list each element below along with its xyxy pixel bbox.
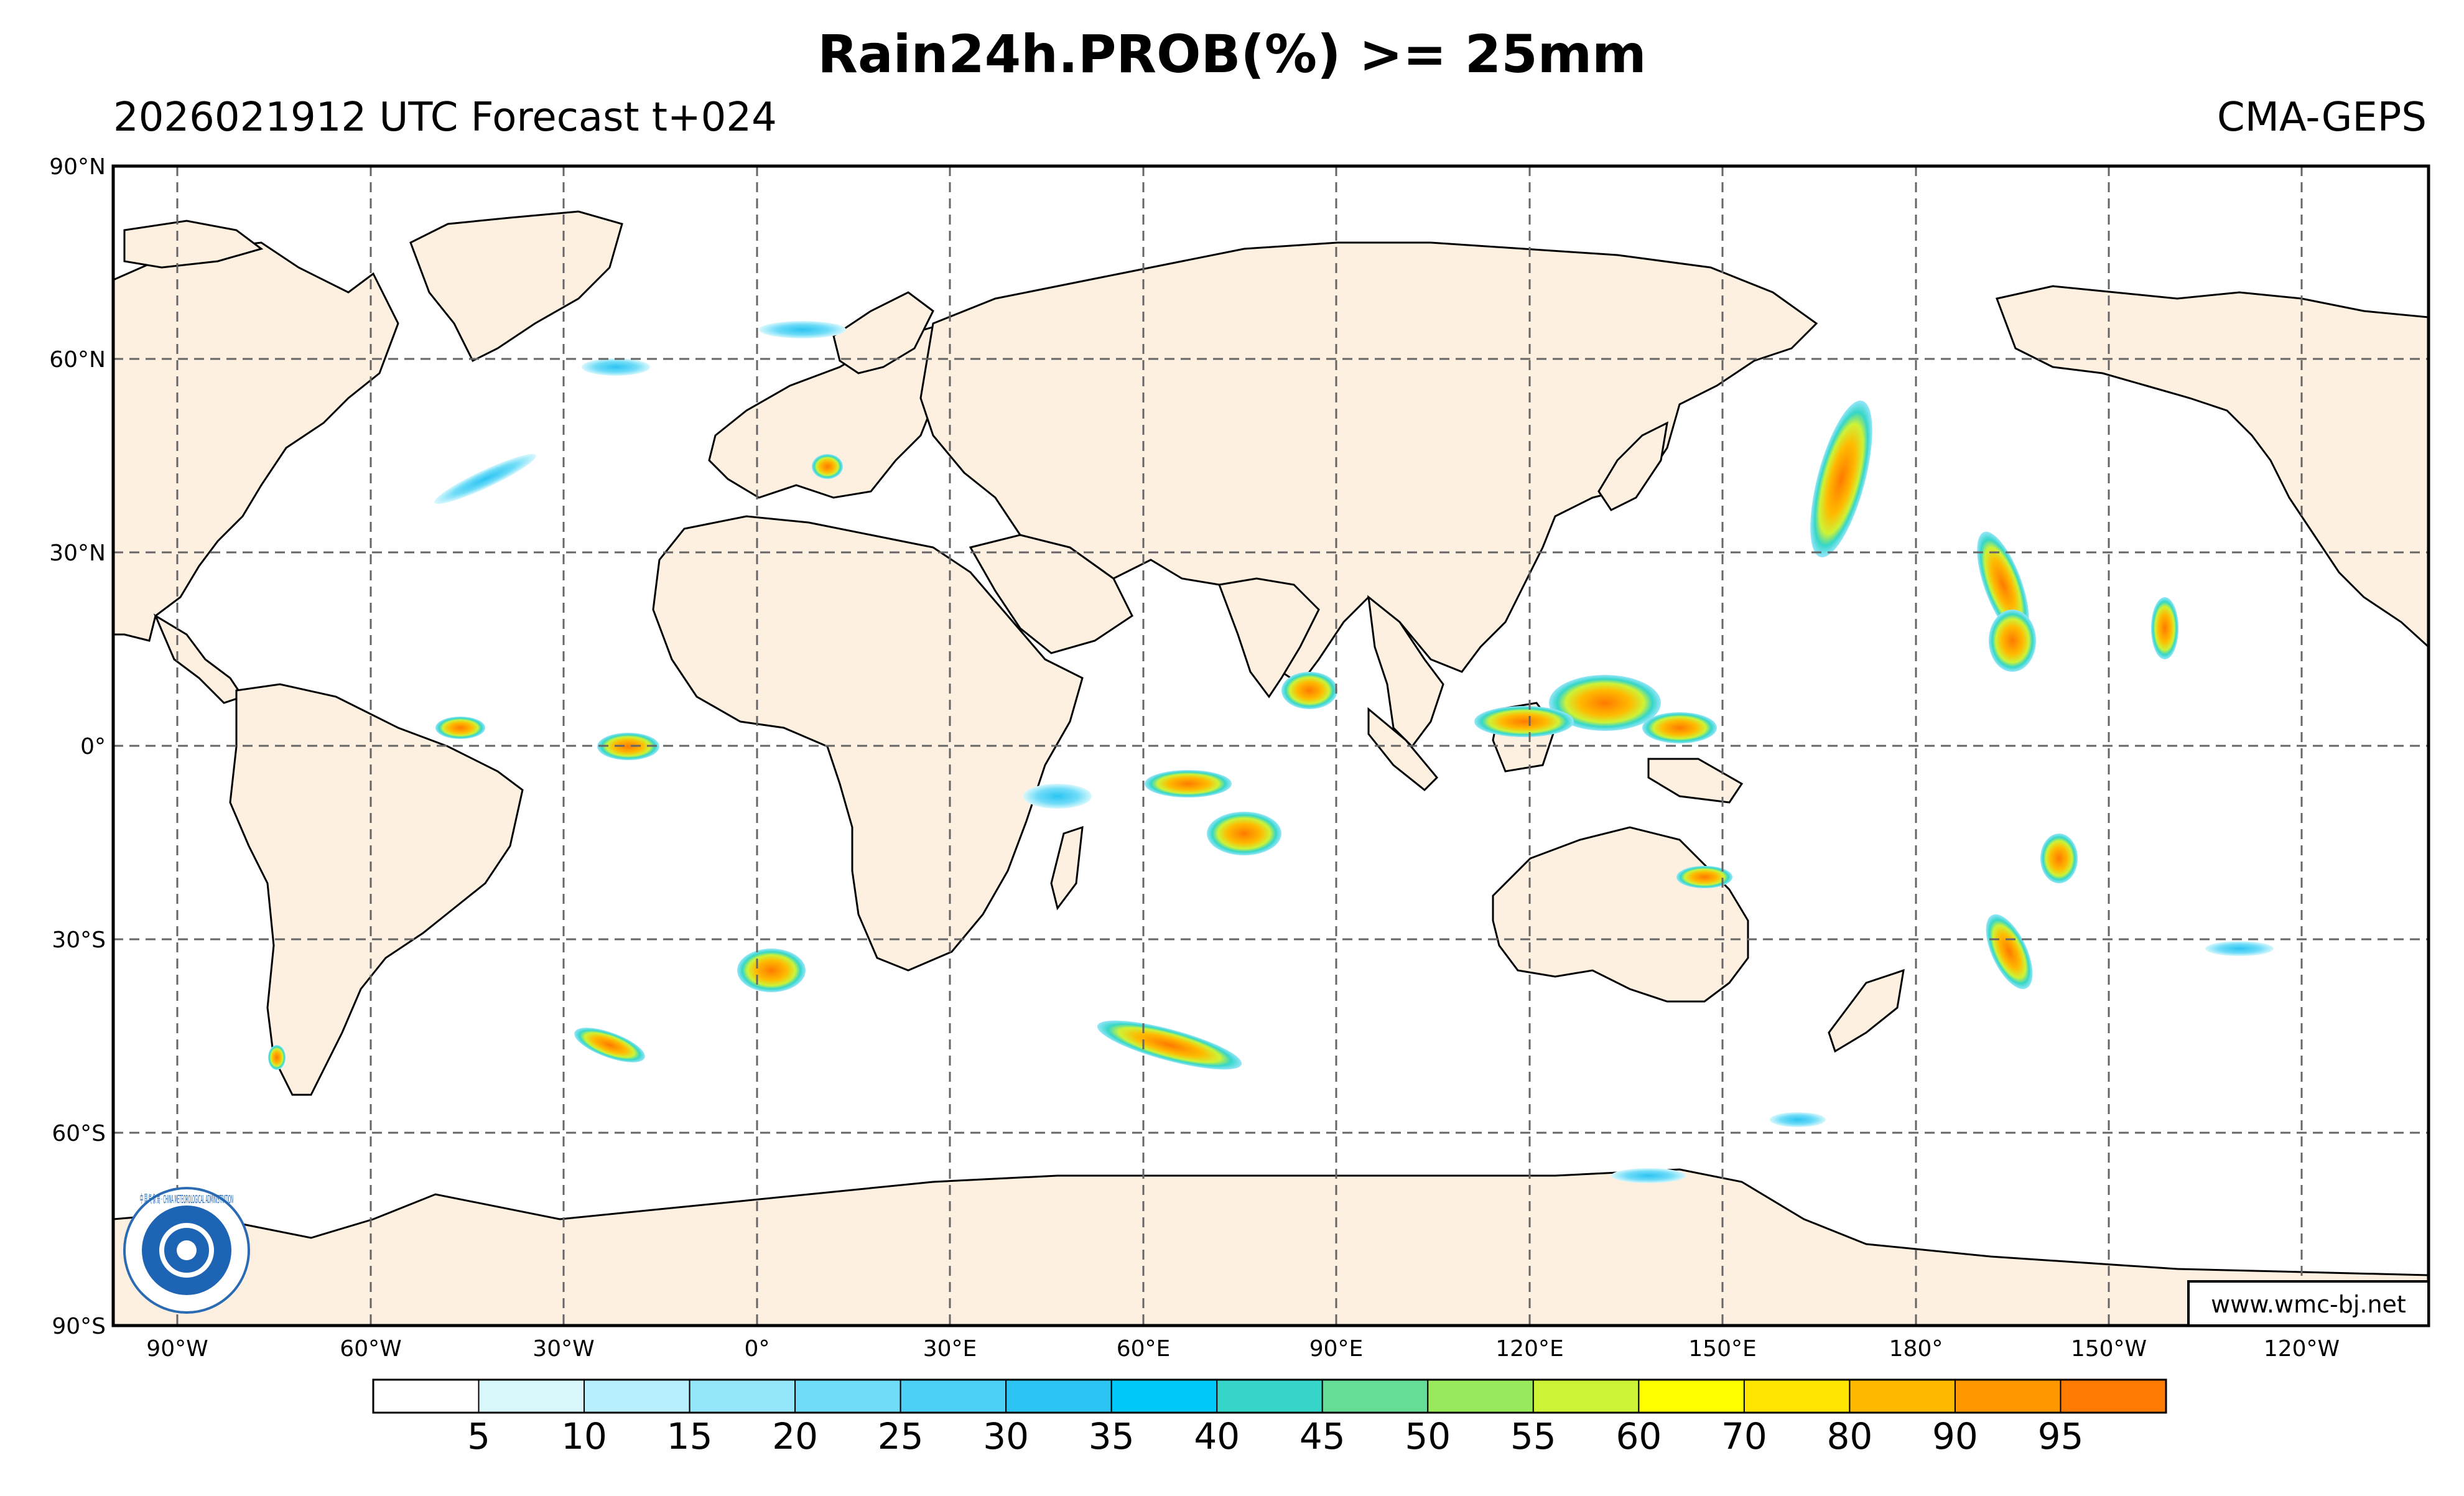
colorbar-frame — [372, 1378, 2167, 1414]
colorbar-cell — [1849, 1379, 1956, 1413]
colorbar-cell — [1638, 1379, 1745, 1413]
lat-label: 60°S — [52, 1121, 106, 1146]
colorbar-label: 20 — [772, 1415, 818, 1457]
lon-label: 120°E — [1495, 1336, 1563, 1362]
latitude-labels: 90°N 60°N 30°N 0° 30°S 60°S 90°S — [49, 154, 106, 1339]
lon-label: 180° — [1889, 1336, 1943, 1362]
map-frame — [111, 164, 2430, 1327]
forecast-time-label: 2026021912 UTC Forecast t+024 — [113, 95, 777, 141]
asia — [919, 241, 1818, 686]
arctic-islands — [123, 220, 264, 269]
colorbar-label: 10 — [561, 1415, 607, 1457]
lon-label: 150°E — [1688, 1336, 1756, 1362]
colorbar-cell — [794, 1379, 901, 1413]
colorbar: 5 10 15 20 25 30 35 40 45 50 55 60 70 80 90 95 — [372, 1378, 2167, 1457]
lon-label: 150°W — [2071, 1336, 2147, 1362]
new-zealand — [1828, 969, 1905, 1053]
longitude-labels: 90°W 60°W 30°W 0° 30°E 60°E 90°E 120°E 1… — [146, 1336, 2340, 1362]
greenland — [409, 210, 623, 363]
colorbar-label: 90 — [1932, 1415, 1978, 1457]
lat-label: 90°S — [52, 1314, 106, 1339]
colorbar-cell — [1321, 1379, 1429, 1413]
colorbar-label: 95 — [2038, 1415, 2084, 1457]
colorbar-cell — [689, 1379, 796, 1413]
colorbar-cell — [2060, 1379, 2167, 1413]
colorbar-cell — [1743, 1379, 1851, 1413]
india — [1217, 577, 1320, 699]
cma-logo: 中 国 气 象 局 · CHINA METEOROLOGICAL ADMINIS… — [123, 1187, 250, 1314]
credit-text: www.wmc-bj.net — [2211, 1291, 2406, 1318]
lon-label: 90°E — [1309, 1336, 1364, 1362]
colorbar-cell — [1532, 1379, 1640, 1413]
probability-field — [268, 321, 2274, 1183]
lon-label: 60°E — [1117, 1336, 1171, 1362]
colorbar-label: 5 — [467, 1415, 490, 1457]
sumatra — [1367, 707, 1439, 792]
colorbar-label: 15 — [667, 1415, 713, 1457]
colorbar-label: 50 — [1405, 1415, 1451, 1457]
new-guinea — [1647, 758, 1744, 804]
lon-label: 30°W — [532, 1336, 594, 1362]
north-america — [113, 241, 399, 642]
colorbar-label: 25 — [878, 1415, 924, 1457]
lat-label: 30°S — [52, 927, 106, 953]
colorbar-label: 70 — [1721, 1415, 1767, 1457]
lon-label: 120°W — [2264, 1336, 2340, 1362]
colorbar-label: 80 — [1827, 1415, 1873, 1457]
colorbar-cell — [478, 1379, 585, 1413]
japan — [1597, 421, 1668, 511]
colorbar-cell — [1954, 1379, 2062, 1413]
colorbar-label: 60 — [1616, 1415, 1662, 1457]
lat-label: 30°N — [49, 541, 106, 566]
model-name-label: CMA-GEPS — [2217, 95, 2427, 141]
graticule — [113, 166, 2429, 1326]
colorbar-cell — [373, 1379, 480, 1413]
scandinavia — [832, 291, 934, 374]
credit-box: www.wmc-bj.net — [2187, 1280, 2430, 1327]
colorbar-label: 45 — [1299, 1415, 1346, 1457]
colorbar-label: 35 — [1089, 1415, 1135, 1457]
colorbar-labels: 5 10 15 20 25 30 35 40 45 50 55 60 70 80 90 95 — [467, 1415, 2083, 1457]
lat-label: 0° — [80, 734, 106, 760]
lon-label: 60°W — [340, 1336, 401, 1362]
colorbar-cell — [1005, 1379, 1112, 1413]
alaska — [1995, 285, 2429, 649]
colorbar-label: 55 — [1510, 1415, 1556, 1457]
colorbar-cell — [900, 1379, 1007, 1413]
colorbar-cell — [1110, 1379, 1218, 1413]
colorbar-label: 30 — [983, 1415, 1029, 1457]
lat-label: 60°N — [49, 347, 106, 373]
indochina — [1367, 595, 1444, 748]
lon-label: 0° — [745, 1336, 770, 1362]
antarctica — [113, 1168, 2429, 1326]
lon-label: 30°E — [923, 1336, 977, 1362]
lat-label: 90°N — [49, 154, 106, 180]
lon-label: 90°W — [146, 1336, 208, 1362]
madagascar — [1050, 825, 1084, 911]
colorbar-cells — [373, 1379, 2167, 1413]
colorbar-cell — [1427, 1379, 1534, 1413]
colorbar-cell — [583, 1379, 690, 1413]
south-america — [229, 683, 524, 1096]
colorbar-cell — [1216, 1379, 1323, 1413]
africa — [652, 515, 1084, 972]
logo-text: 中 国 气 象 局 · CHINA METEOROLOGICAL ADMINIS… — [140, 1193, 233, 1206]
land-masses — [113, 210, 2429, 1326]
map-title: Rain24h.PROB(%) >= 25mm — [817, 24, 1647, 85]
colorbar-label: 40 — [1194, 1415, 1240, 1457]
